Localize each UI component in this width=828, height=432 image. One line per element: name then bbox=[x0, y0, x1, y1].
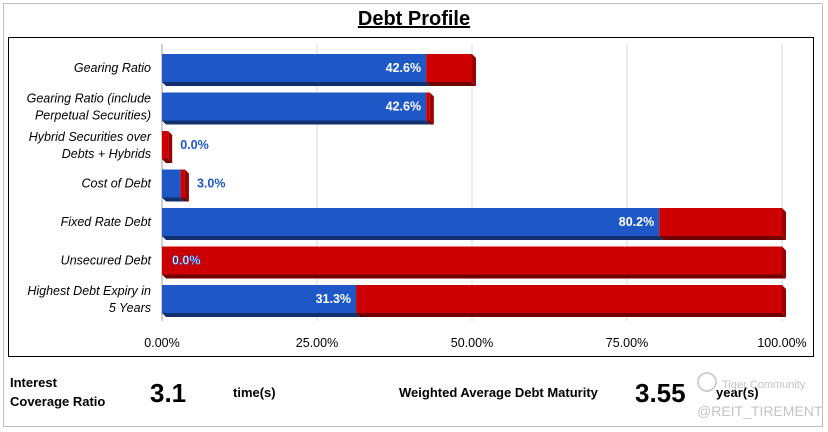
bar-bottom-face bbox=[356, 313, 786, 317]
category-label: Highest Debt Expiry in 5 Years bbox=[27, 284, 151, 315]
category-label: Cost of Debt bbox=[82, 177, 152, 191]
bar-end-face bbox=[472, 54, 476, 86]
data-label: 0.0% bbox=[172, 254, 201, 268]
x-tick-label: 100.00% bbox=[757, 336, 806, 350]
bar-bottom-face bbox=[162, 120, 431, 125]
x-tick-label: 25.00% bbox=[296, 336, 338, 350]
watermark-logo-icon bbox=[697, 372, 717, 392]
x-tick-label: 0.00% bbox=[144, 336, 179, 350]
bar-end-face bbox=[782, 208, 786, 240]
bar-end-face bbox=[782, 246, 786, 279]
wadm-value: 3.55 bbox=[635, 378, 686, 408]
data-label: 0.0% bbox=[180, 138, 209, 152]
category-label: Hybrid Securities over Debts + Hybrids bbox=[29, 130, 152, 161]
x-tick-label: 50.00% bbox=[451, 336, 493, 350]
bar-segment bbox=[356, 285, 782, 313]
bar-segment bbox=[162, 208, 660, 236]
debt-profile-chart: 0.00% 25.00% 50.00% 75.00% 100.00% Gearing Ra… bbox=[27, 44, 807, 350]
chart-plot-box: 0.00% 25.00% 50.00% 75.00% 100.00% Gearing Ra… bbox=[8, 37, 814, 357]
category-label: Unsecured Debt bbox=[61, 254, 152, 268]
bar-bottom-face bbox=[162, 82, 431, 86]
data-label: 31.3% bbox=[316, 292, 351, 306]
watermark-line2: @REIT_TIREMENT bbox=[697, 403, 823, 419]
bar-segment bbox=[162, 131, 169, 159]
bar-bottom-face bbox=[162, 236, 664, 240]
bar-end-face bbox=[782, 285, 786, 317]
bar-segment bbox=[162, 169, 181, 198]
bar-end-face bbox=[429, 92, 434, 125]
bar-segment bbox=[162, 92, 427, 121]
wadm-unit: year(s) bbox=[716, 385, 759, 400]
interest-coverage-value: 3.1 bbox=[150, 378, 187, 408]
bar-segment bbox=[426, 92, 430, 121]
data-label: 42.6% bbox=[386, 100, 421, 114]
watermark-line1: Tiger Community bbox=[722, 379, 806, 391]
bar-segment bbox=[180, 169, 185, 198]
bar-bottom-face bbox=[426, 120, 434, 125]
bar-segment bbox=[162, 54, 427, 82]
bar-bottom-face bbox=[162, 274, 786, 279]
bar-bottom-face bbox=[659, 236, 786, 240]
data-label: 3.0% bbox=[197, 177, 226, 191]
data-label: 80.2% bbox=[619, 215, 654, 229]
bar-segment bbox=[659, 208, 782, 236]
wadm-label: Weighted Average Debt Maturity bbox=[399, 385, 598, 400]
bar-segment bbox=[162, 246, 782, 275]
interest-coverage-label-line2: Coverage Ratio bbox=[10, 394, 106, 409]
x-tick-label: 75.00% bbox=[606, 336, 648, 350]
bar-bottom-face bbox=[162, 197, 185, 202]
data-label: 42.6% bbox=[386, 61, 421, 75]
interest-coverage-label-line1: Interest bbox=[10, 375, 57, 390]
bar-bottom-face bbox=[426, 82, 476, 86]
chart-title: Debt Profile bbox=[357, 8, 471, 30]
bar-end-face bbox=[184, 169, 189, 202]
panel-frame bbox=[3, 3, 823, 427]
bar-bottom-face bbox=[180, 197, 189, 202]
bar-segment bbox=[162, 285, 357, 313]
category-label: Gearing Ratio (include Perpetual Securiti… bbox=[27, 92, 151, 123]
interest-coverage-unit: time(s) bbox=[233, 385, 276, 400]
bar-bottom-face bbox=[162, 159, 173, 163]
bar-segment bbox=[426, 54, 472, 82]
bar-end-face bbox=[168, 131, 173, 163]
category-label: Gearing Ratio bbox=[74, 61, 151, 75]
bar-bottom-face bbox=[162, 313, 361, 317]
category-label: Fixed Rate Debt bbox=[61, 215, 152, 229]
